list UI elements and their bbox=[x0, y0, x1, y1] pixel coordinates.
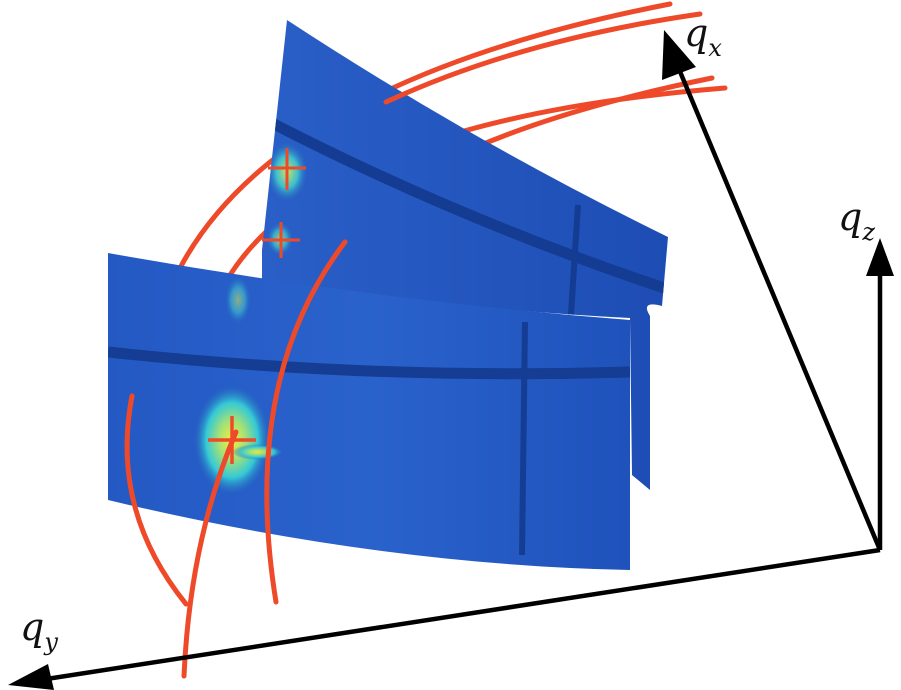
detector-gap-stripe bbox=[267, 117, 668, 296]
arrowhead bbox=[662, 30, 696, 80]
axis-qz bbox=[866, 238, 894, 550]
peak-marker bbox=[262, 222, 300, 258]
detector-panel-back bbox=[262, 20, 668, 490]
axis-label-qz: qz bbox=[838, 195, 875, 246]
bragg-peak-glow bbox=[224, 274, 252, 326]
detector-surface bbox=[262, 20, 668, 490]
detector-gap-stripe bbox=[519, 321, 528, 556]
peak-markers-back bbox=[262, 148, 306, 258]
axis-qy bbox=[8, 547, 881, 690]
detector-gap-stripe bbox=[567, 204, 581, 331]
trajectory-arc bbox=[383, 11, 703, 105]
trajectory-arc bbox=[181, 429, 239, 679]
arrowhead bbox=[8, 664, 54, 690]
trajectory-arcs-front bbox=[124, 11, 703, 679]
axis-label-qx: qx bbox=[684, 11, 722, 62]
peak-marker bbox=[268, 148, 306, 190]
trajectory-arc bbox=[124, 393, 189, 607]
trajectory-arc bbox=[264, 239, 348, 605]
peak-marker-front bbox=[208, 416, 256, 464]
arrowhead bbox=[866, 238, 894, 276]
axis-label-qy: qy bbox=[20, 605, 58, 656]
bragg-peak-glow bbox=[232, 444, 284, 460]
axis-qx bbox=[662, 30, 883, 551]
detector-gap-stripe bbox=[108, 346, 630, 380]
detector-panel-front bbox=[108, 253, 630, 570]
